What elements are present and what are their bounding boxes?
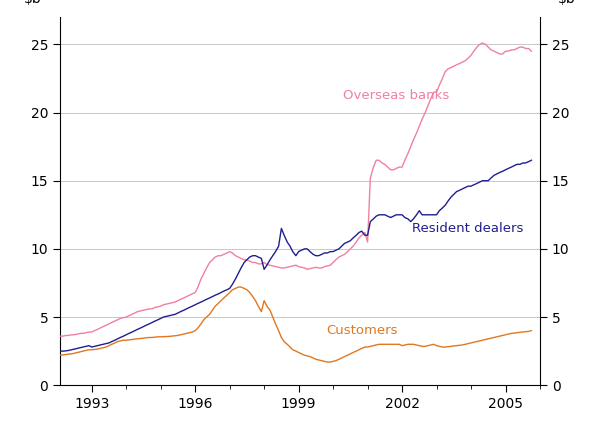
Text: Customers: Customers	[326, 324, 398, 338]
Text: $b: $b	[24, 0, 42, 6]
Text: Overseas banks: Overseas banks	[343, 89, 449, 101]
Text: $b: $b	[558, 0, 576, 6]
Text: Resident dealers: Resident dealers	[412, 222, 524, 235]
